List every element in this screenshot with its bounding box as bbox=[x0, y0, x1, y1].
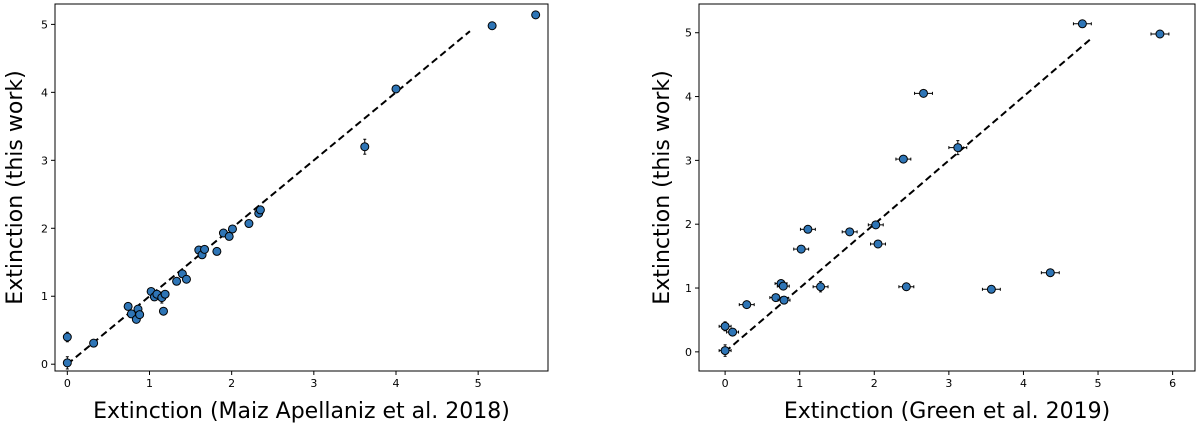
right-one-to-one-line bbox=[724, 38, 1092, 353]
right-x-tick-label: 1 bbox=[796, 377, 803, 390]
left-data-point bbox=[227, 224, 237, 234]
right-x-tick-label: 2 bbox=[871, 377, 878, 390]
right-data-point bbox=[796, 244, 806, 254]
right-data-point bbox=[816, 282, 826, 292]
right-x-tick-label: 0 bbox=[722, 377, 729, 390]
right-y-ticks: 0 1 2 3 4 5 bbox=[685, 27, 699, 359]
right-data-point bbox=[720, 321, 730, 331]
left-y-tick-label: 4 bbox=[41, 86, 48, 99]
right-data-point bbox=[919, 88, 929, 98]
left-x-tick-label: 2 bbox=[228, 377, 235, 390]
right-y-tick-label: 4 bbox=[685, 91, 692, 104]
left-y-ticks: 0 1 2 3 4 5 bbox=[41, 18, 55, 371]
left-data-point bbox=[244, 219, 254, 229]
left-data-point bbox=[212, 246, 222, 256]
right-data-point bbox=[742, 300, 752, 310]
left-x-tick-label: 0 bbox=[64, 377, 71, 390]
right-x-axis-label: Extinction (Green et al. 2019) bbox=[784, 399, 1110, 424]
left-data-point bbox=[89, 338, 99, 348]
right-y-tick-label: 5 bbox=[685, 27, 692, 40]
left-data-point bbox=[62, 358, 72, 368]
left-one-to-one-line bbox=[66, 30, 471, 365]
left-data-point bbox=[487, 21, 497, 31]
right-x-tick-label: 5 bbox=[1095, 377, 1102, 390]
right-data-point bbox=[986, 284, 996, 294]
left-x-ticks: 0 1 2 3 4 5 bbox=[64, 371, 482, 390]
left-data-point bbox=[224, 231, 234, 241]
left-y-tick-label: 1 bbox=[41, 290, 48, 303]
left-data-point bbox=[158, 306, 168, 316]
right-y-axis-label: Extinction (this work) bbox=[650, 70, 675, 304]
right-data-point bbox=[779, 295, 789, 305]
left-y-tick-label: 3 bbox=[41, 154, 48, 167]
left-data-point bbox=[181, 274, 191, 284]
right-data-point bbox=[728, 327, 738, 337]
left-data-point bbox=[200, 244, 210, 254]
right-y-tick-label: 3 bbox=[685, 154, 692, 167]
right-data-point bbox=[871, 220, 881, 230]
left-plot-frame bbox=[54, 3, 549, 372]
left-x-tick-label: 4 bbox=[392, 377, 399, 390]
left-scatter-panel: 0 1 2 3 4 5 0 1 2 3 4 5 Extinction (Maiz Apellaniz… bbox=[3, 3, 549, 424]
right-scatter-panel: 0 1 2 3 4 5 6 0 1 2 3 4 5 Extinction (Green et al. … bbox=[650, 3, 1196, 424]
right-data-point bbox=[1077, 19, 1087, 29]
left-x-tick-label: 3 bbox=[310, 377, 317, 390]
right-y-tick-label: 1 bbox=[685, 282, 692, 295]
left-data-point bbox=[531, 10, 541, 20]
right-data-point bbox=[803, 224, 813, 234]
right-data-point bbox=[845, 227, 855, 237]
right-data-point bbox=[898, 154, 908, 164]
right-data-point bbox=[953, 143, 963, 153]
left-data-point bbox=[255, 205, 265, 215]
left-y-tick-label: 2 bbox=[41, 222, 48, 235]
right-x-ticks: 0 1 2 3 4 5 6 bbox=[722, 371, 1176, 390]
left-data-point bbox=[360, 142, 370, 152]
right-x-tick-label: 3 bbox=[945, 377, 952, 390]
right-data-point bbox=[901, 282, 911, 292]
left-data-point bbox=[391, 84, 401, 94]
right-y-tick-label: 2 bbox=[685, 218, 692, 231]
left-data-point bbox=[123, 301, 133, 311]
left-y-tick-label: 0 bbox=[41, 358, 48, 371]
right-x-tick-label: 4 bbox=[1020, 377, 1027, 390]
left-y-axis-label: Extinction (this work) bbox=[3, 70, 28, 304]
left-data-point bbox=[135, 310, 145, 320]
right-data-point bbox=[1045, 268, 1055, 278]
left-data-point bbox=[62, 332, 72, 342]
right-x-tick-label: 6 bbox=[1169, 377, 1176, 390]
left-data-point bbox=[172, 276, 182, 286]
right-data-point bbox=[1155, 29, 1165, 39]
right-data-point bbox=[720, 346, 730, 356]
right-data-point bbox=[873, 239, 883, 249]
right-data-point bbox=[778, 281, 788, 291]
left-x-tick-label: 1 bbox=[146, 377, 153, 390]
left-x-tick-label: 5 bbox=[475, 377, 482, 390]
left-y-tick-label: 5 bbox=[41, 18, 48, 31]
left-data-point bbox=[160, 289, 170, 299]
right-plot-frame bbox=[698, 3, 1196, 372]
left-x-axis-label: Extinction (Maiz Apellaniz et al. 2018) bbox=[93, 399, 510, 424]
left-marks bbox=[62, 10, 541, 370]
right-y-tick-label: 0 bbox=[685, 346, 692, 359]
right-marks bbox=[718, 19, 1170, 357]
